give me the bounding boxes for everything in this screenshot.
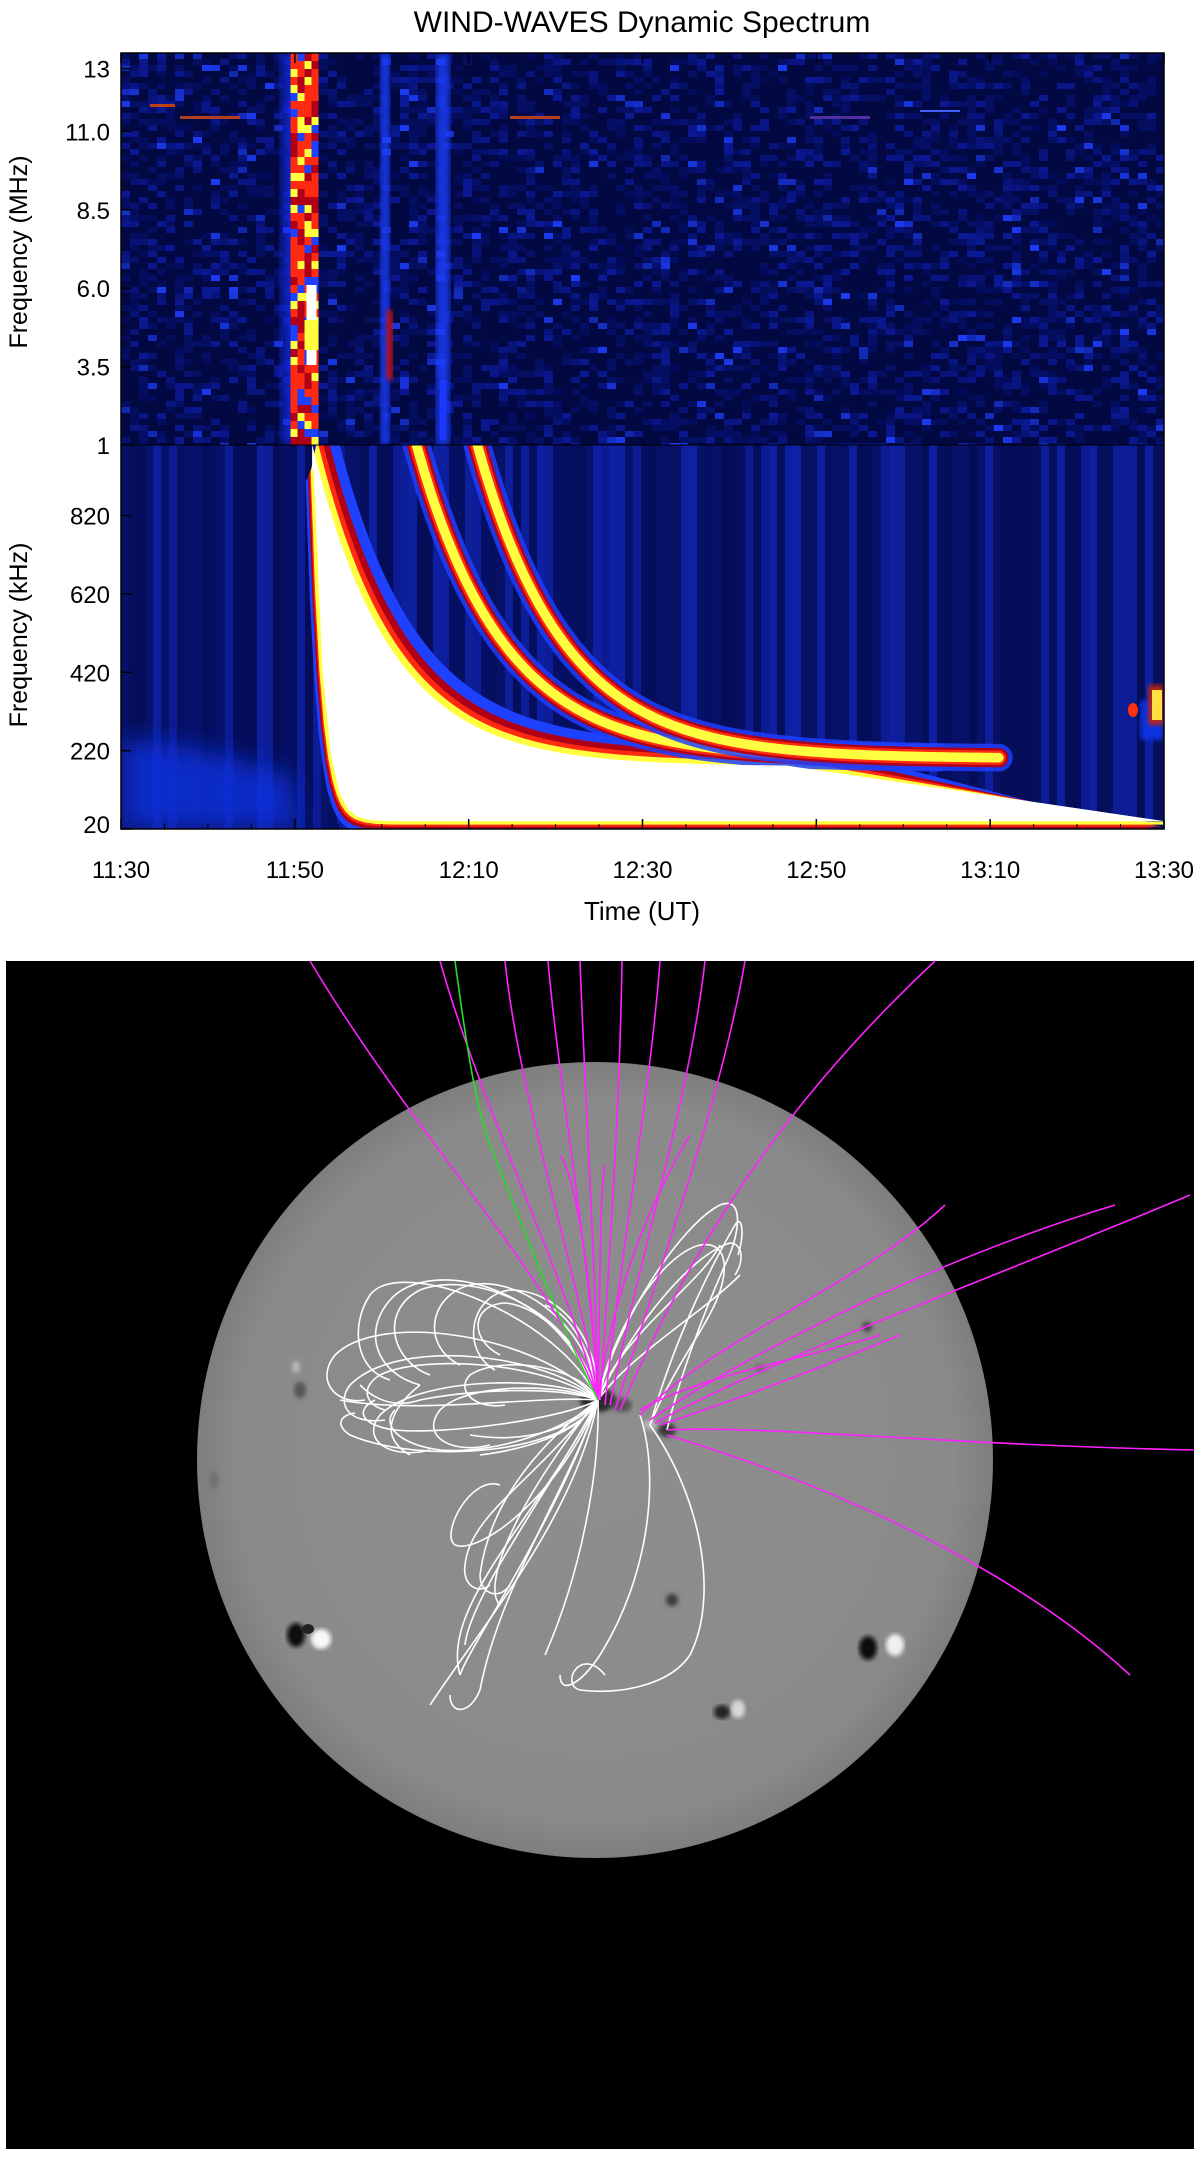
spectrum-svg: WIND-WAVES Dynamic Spectrum <box>5 6 1194 926</box>
rad2-burst-1 <box>282 53 319 445</box>
sunspot-east <box>287 1623 331 1649</box>
y-tick-label-mhz: 11.0 <box>65 119 110 146</box>
type-iii-burst-3 <box>472 445 1004 763</box>
rad2-interference-lines <box>150 104 960 119</box>
magnetogram-field-line-figure <box>0 955 1200 2156</box>
y-axis-khz: 820 620 420 220 20 <box>70 504 131 839</box>
x-tick-label: 13:30 <box>1134 857 1194 884</box>
y-tick-label-khz: 420 <box>70 660 110 687</box>
x-tick-label: 11:50 <box>266 857 324 884</box>
earth-connected-field-line <box>454 960 599 1401</box>
dynamic-spectrum-chart: WIND-WAVES Dynamic Spectrum <box>0 0 1200 955</box>
x-axis-label: Time (UT) <box>584 896 700 926</box>
y-tick-label-mhz: 1 <box>97 433 110 460</box>
sunspot-south <box>714 1700 745 1719</box>
burst-lower-edge <box>310 470 1164 825</box>
y-tick-label-khz: 220 <box>70 739 110 766</box>
open-field-lines <box>309 960 1195 1676</box>
y-tick-label-khz: 820 <box>70 504 110 531</box>
type-iii-burst-main-core <box>312 445 1164 822</box>
y-tick-label-mhz: 6.0 <box>77 276 110 303</box>
rad2-burst-2 <box>380 53 393 445</box>
magnetogram-svg <box>6 960 1195 2149</box>
x-axis: 11:30 11:50 12:10 12:30 12:50 13:10 13:30 <box>92 53 1194 884</box>
rad1-right-edge-feature <box>1128 685 1164 740</box>
x-tick-label: 12:10 <box>439 857 499 884</box>
chart-title: WIND-WAVES Dynamic Spectrum <box>414 6 871 39</box>
y-tick-label-mhz: 8.5 <box>77 198 110 225</box>
y-tick-label-khz: 20 <box>83 812 110 839</box>
y-axis-label-mhz: Frequency (MHz) <box>5 155 33 348</box>
rad1-type-iii-bursts <box>305 445 1164 829</box>
x-tick-label: 12:30 <box>612 857 672 884</box>
x-tick-label: 11:30 <box>92 857 150 884</box>
rad2-panel <box>121 53 1164 445</box>
y-tick-label-mhz: 3.5 <box>77 355 110 382</box>
sunspot-west <box>859 1634 904 1660</box>
x-tick-label: 12:50 <box>786 857 846 884</box>
y-axis-label-khz: Frequency (kHz) <box>5 543 33 728</box>
y-axis-mhz: 13 11.0 8.5 6.0 3.5 1 <box>65 57 131 460</box>
y-tick-label-mhz: 13 <box>83 57 110 84</box>
x-tick-label: 13:10 <box>960 857 1020 884</box>
closed-field-lines <box>326 1202 743 1711</box>
rad1-low-freq-band <box>121 740 300 829</box>
rad1-panel <box>121 445 1164 829</box>
y-tick-label-khz: 620 <box>70 582 110 609</box>
rad2-burst-3 <box>436 53 450 445</box>
